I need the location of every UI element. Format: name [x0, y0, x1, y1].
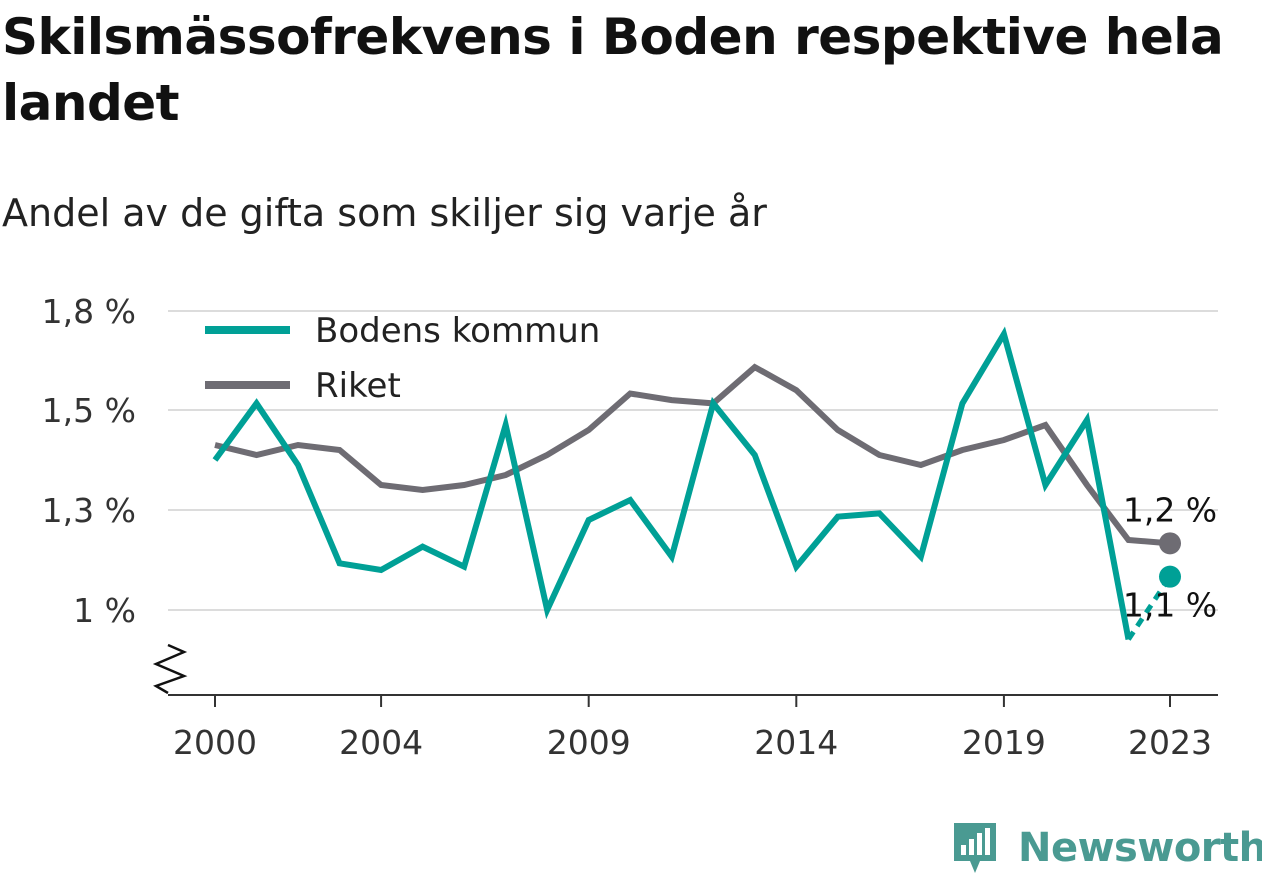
- end-label-riket: 1,2 %: [1123, 490, 1217, 529]
- brand-name: Newsworthy: [1018, 825, 1262, 871]
- y-tick-label: 1,8 %: [42, 292, 136, 331]
- chart-title: Skilsmässofrekvens i Boden respektive he…: [2, 8, 1224, 132]
- y-tick-label: 1,5 %: [42, 391, 136, 430]
- newsworthy-logo-icon: [954, 823, 996, 873]
- legend-label-riket: Riket: [315, 366, 401, 406]
- x-tick-label: 2014: [754, 723, 838, 762]
- axes: 1 % 1,3 % 1,5 % 1,8 % 2000 2004 2009 2014 2019 20…: [42, 292, 1218, 762]
- end-label-bodens: 1,1 %: [1123, 586, 1217, 625]
- x-tick-label: 2004: [339, 723, 423, 762]
- series-line-riket: [214, 363, 1171, 547]
- grid-lines: [168, 310, 1218, 611]
- series-line-bodens: [212, 326, 1132, 640]
- axis-break-icon: [152, 643, 188, 695]
- end-point-riket: [1159, 532, 1181, 555]
- x-tick-label: 2000: [173, 723, 257, 762]
- y-tick-label: 1 %: [73, 591, 136, 630]
- chart-subtitle: Andel av de gifta som skiljer sig varje …: [2, 191, 767, 235]
- series-line-bodens-dashed: [1126, 575, 1173, 641]
- x-tick-label: 2009: [547, 723, 631, 762]
- legend: Bodens kommun Riket: [205, 311, 600, 406]
- end-point-bodens: [1159, 565, 1181, 588]
- x-tick-label: 2019: [962, 723, 1046, 762]
- x-tick-label: 2023: [1128, 723, 1212, 762]
- newsworthy-logo: Newsworthy: [950, 818, 1262, 878]
- legend-label-bodens: Bodens kommun: [315, 311, 600, 351]
- line-chart: 1 % 1,3 % 1,5 % 1,8 % 2000 2004 2009 2014 2019 20…: [42, 292, 1218, 762]
- y-tick-label: 1,3 %: [42, 491, 136, 530]
- series-lines: 1,2 % 1,1 %: [212, 326, 1217, 641]
